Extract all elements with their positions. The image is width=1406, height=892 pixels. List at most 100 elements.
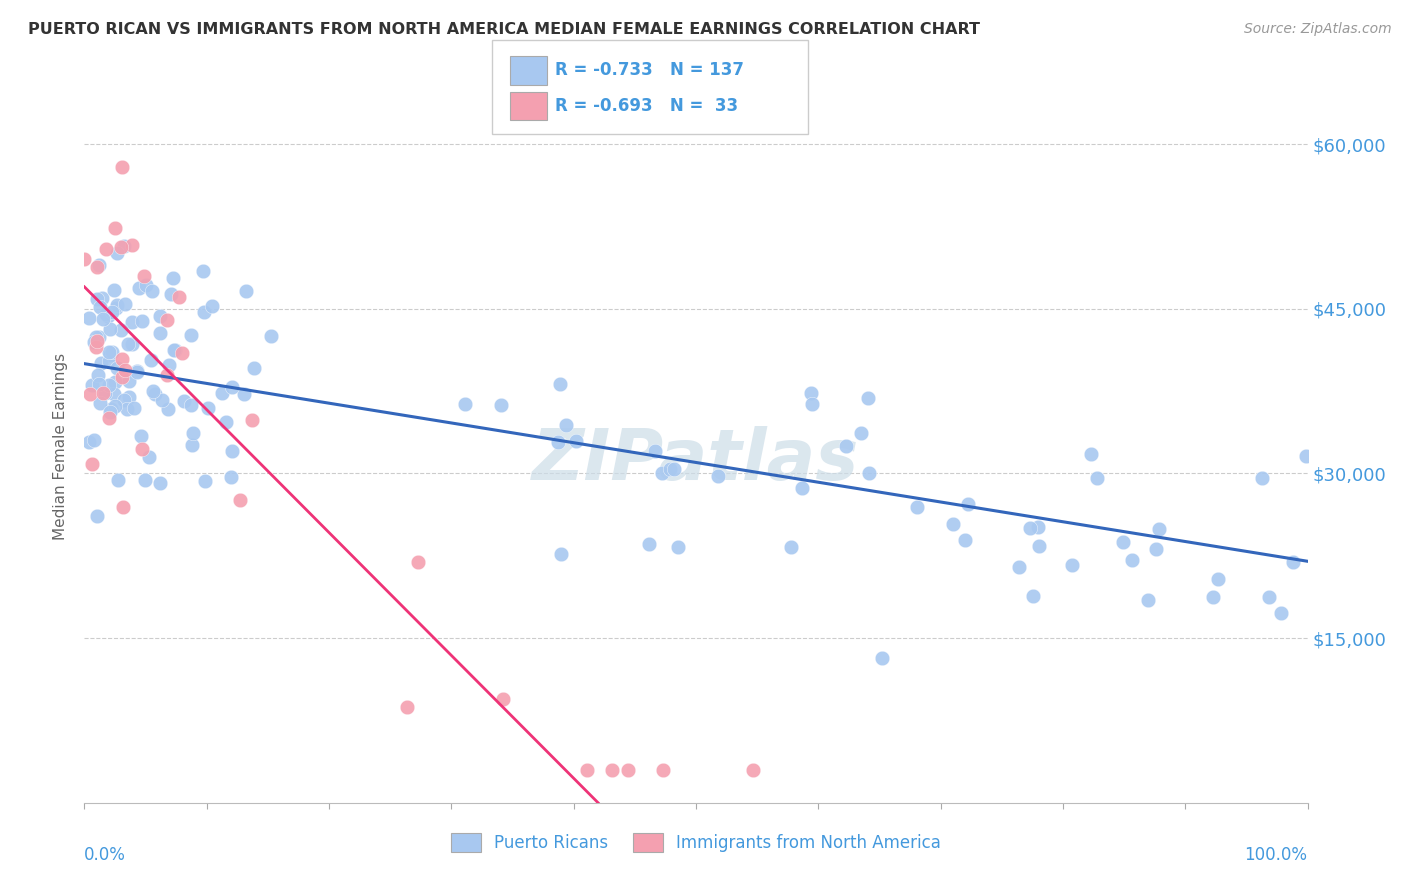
Point: [243, 361, 266, 376]
Point: [110, 351, 132, 366]
Point: [1270, 606, 1292, 620]
Point: [86, 334, 108, 348]
Point: [492, 691, 515, 706]
Point: [554, 417, 576, 432]
Point: [114, 297, 136, 311]
Point: [117, 337, 139, 351]
Point: [94, 307, 117, 321]
Point: [1085, 471, 1108, 485]
Point: [104, 220, 127, 235]
Point: [149, 310, 172, 324]
Point: [91, 386, 114, 401]
Point: [134, 268, 156, 283]
Point: [87, 258, 110, 272]
Point: [163, 343, 186, 357]
Text: 0.0%: 0.0%: [84, 846, 127, 863]
Point: [215, 415, 238, 429]
Point: [114, 363, 136, 377]
Point: [652, 763, 675, 777]
Point: [741, 763, 763, 777]
Point: [1250, 471, 1272, 485]
Point: [131, 442, 153, 456]
Point: [181, 437, 204, 451]
Point: [835, 439, 858, 453]
Point: [395, 700, 418, 714]
Point: [79, 387, 101, 401]
Point: [86, 509, 108, 524]
Point: [89, 329, 111, 343]
Point: [91, 311, 114, 326]
Point: [118, 390, 141, 404]
Point: [89, 301, 111, 315]
Point: [97, 411, 120, 425]
Point: [162, 271, 184, 285]
Point: [1202, 591, 1225, 605]
Point: [138, 450, 160, 464]
Point: [1019, 521, 1042, 535]
Point: [662, 461, 685, 475]
Point: [105, 298, 128, 312]
Point: [98, 378, 121, 392]
Point: [100, 344, 122, 359]
Point: [77, 434, 100, 449]
Point: [191, 264, 214, 278]
Point: [193, 305, 215, 319]
Point: [453, 397, 475, 411]
Point: [491, 398, 513, 412]
Point: [1028, 539, 1050, 553]
Point: [150, 393, 173, 408]
Point: [101, 305, 124, 319]
Y-axis label: Median Female Earnings: Median Female Earnings: [53, 352, 69, 540]
Point: [156, 313, 179, 327]
Point: [576, 763, 599, 777]
Point: [131, 314, 153, 328]
Point: [955, 533, 977, 547]
Point: [1295, 449, 1317, 463]
Point: [157, 358, 180, 372]
Point: [111, 160, 134, 174]
Point: [1022, 589, 1045, 603]
Point: [858, 466, 880, 480]
Point: [180, 327, 202, 342]
Point: [1060, 558, 1083, 572]
Point: [77, 310, 100, 325]
Point: [84, 340, 107, 354]
Point: [156, 368, 179, 382]
Point: [127, 364, 149, 378]
Point: [211, 386, 233, 401]
Point: [129, 429, 152, 443]
Point: [91, 291, 114, 305]
Point: [235, 284, 257, 298]
Point: [600, 763, 623, 777]
Point: [110, 323, 132, 337]
Point: [792, 481, 814, 495]
Point: [142, 384, 165, 398]
Point: [201, 299, 224, 313]
Point: [167, 290, 190, 304]
Point: [170, 346, 193, 360]
Point: [1026, 520, 1049, 534]
Point: [100, 401, 122, 416]
Point: [1147, 522, 1170, 536]
Point: [112, 239, 135, 253]
Point: [115, 401, 138, 416]
Point: [221, 443, 243, 458]
Point: [1080, 447, 1102, 461]
Point: [849, 426, 872, 441]
Point: [856, 392, 879, 406]
Point: [565, 434, 588, 448]
Point: [1258, 590, 1281, 604]
Point: [638, 537, 661, 551]
Point: [89, 396, 111, 410]
Point: [125, 365, 148, 379]
Point: [80, 378, 103, 392]
Point: [229, 493, 252, 508]
Point: [80, 457, 103, 471]
Point: [105, 361, 128, 376]
Point: [1282, 555, 1305, 569]
Point: [260, 329, 283, 343]
Point: [128, 281, 150, 295]
Point: [870, 650, 893, 665]
Point: [104, 400, 127, 414]
Point: [149, 475, 172, 490]
